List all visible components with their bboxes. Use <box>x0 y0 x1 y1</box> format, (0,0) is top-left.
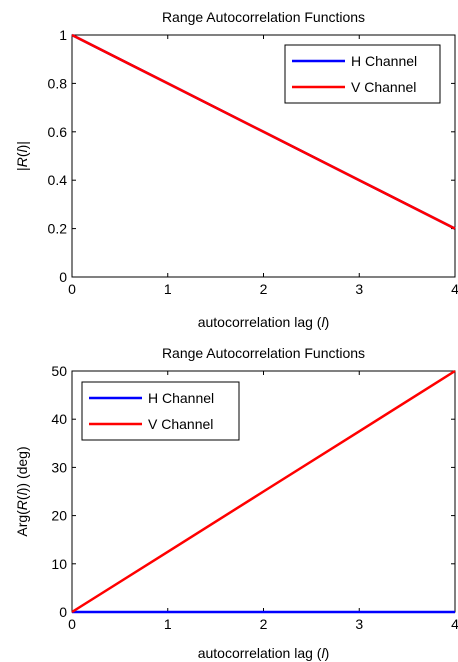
x-axis-label: autocorrelation lag (l) <box>198 314 330 330</box>
x-tick-label: 0 <box>68 281 76 297</box>
y-axis-label: Arg(R(l)) (deg) <box>14 446 30 536</box>
x-tick-label: 2 <box>260 616 268 632</box>
legend-box <box>81 381 240 441</box>
legend-label: V Channel <box>351 79 416 95</box>
x-tick-label: 1 <box>164 281 172 297</box>
label-part: ) <box>325 314 330 330</box>
label-part: | <box>14 167 30 171</box>
label-part: R <box>14 157 30 167</box>
label-part: R <box>14 500 30 510</box>
label-part: )) (deg) <box>14 446 30 492</box>
y-tick-label: 0 <box>59 604 67 620</box>
legend-box <box>284 44 441 104</box>
y-tick-label: 30 <box>51 459 67 475</box>
x-tick-label: 4 <box>451 616 458 632</box>
top-plot: Range Autocorrelation Functions 0 1 2 3 4 0 0.2… <box>14 9 458 330</box>
x-tick-label: 3 <box>355 281 363 297</box>
legend: H Channel V Channel <box>284 44 441 104</box>
x-axis-label: autocorrelation lag (l) <box>198 645 330 661</box>
x-tick-label: 1 <box>164 616 172 632</box>
label-part: ) <box>325 645 330 661</box>
series-line-v-channel <box>71 33 456 230</box>
y-tick-label: 0 <box>59 269 67 285</box>
x-tick-label: 0 <box>68 616 76 632</box>
y-tick-label: 40 <box>51 411 67 427</box>
y-tick-label: 0.6 <box>48 124 68 140</box>
y-tick-label: 0.2 <box>48 221 68 237</box>
y-tick-label: 10 <box>51 556 67 572</box>
y-tick-label: 0.8 <box>48 75 68 91</box>
legend-label: H Channel <box>351 53 417 69</box>
y-tick-label: 50 <box>51 363 67 379</box>
x-tick-label: 2 <box>260 281 268 297</box>
label-part: )| <box>14 141 30 149</box>
y-axis-label: |R(l)| <box>14 141 30 171</box>
series-line-v-channel <box>71 369 456 614</box>
label-part: autocorrelation lag ( <box>198 314 322 330</box>
y-tick-label: 0.4 <box>48 172 68 188</box>
chart-title: Range Autocorrelation Functions <box>162 345 365 361</box>
label-part: ( <box>14 495 30 500</box>
label-part: l <box>321 314 325 330</box>
chart-title: Range Autocorrelation Functions <box>162 9 365 25</box>
label-part: Arg( <box>14 510 30 537</box>
label-part: l <box>14 149 30 153</box>
label-part: autocorrelation lag ( <box>198 645 322 661</box>
legend: H Channel V Channel <box>81 381 240 441</box>
label-part: l <box>321 645 325 661</box>
label-part: ( <box>14 152 30 157</box>
x-tick-label: 3 <box>355 616 363 632</box>
legend-label: V Channel <box>148 416 213 432</box>
label-part: l <box>14 491 30 495</box>
y-tick-label: 1 <box>59 27 67 43</box>
y-tick-label: 20 <box>51 508 67 524</box>
legend-label: H Channel <box>148 390 214 406</box>
x-tick-label: 4 <box>451 281 458 297</box>
